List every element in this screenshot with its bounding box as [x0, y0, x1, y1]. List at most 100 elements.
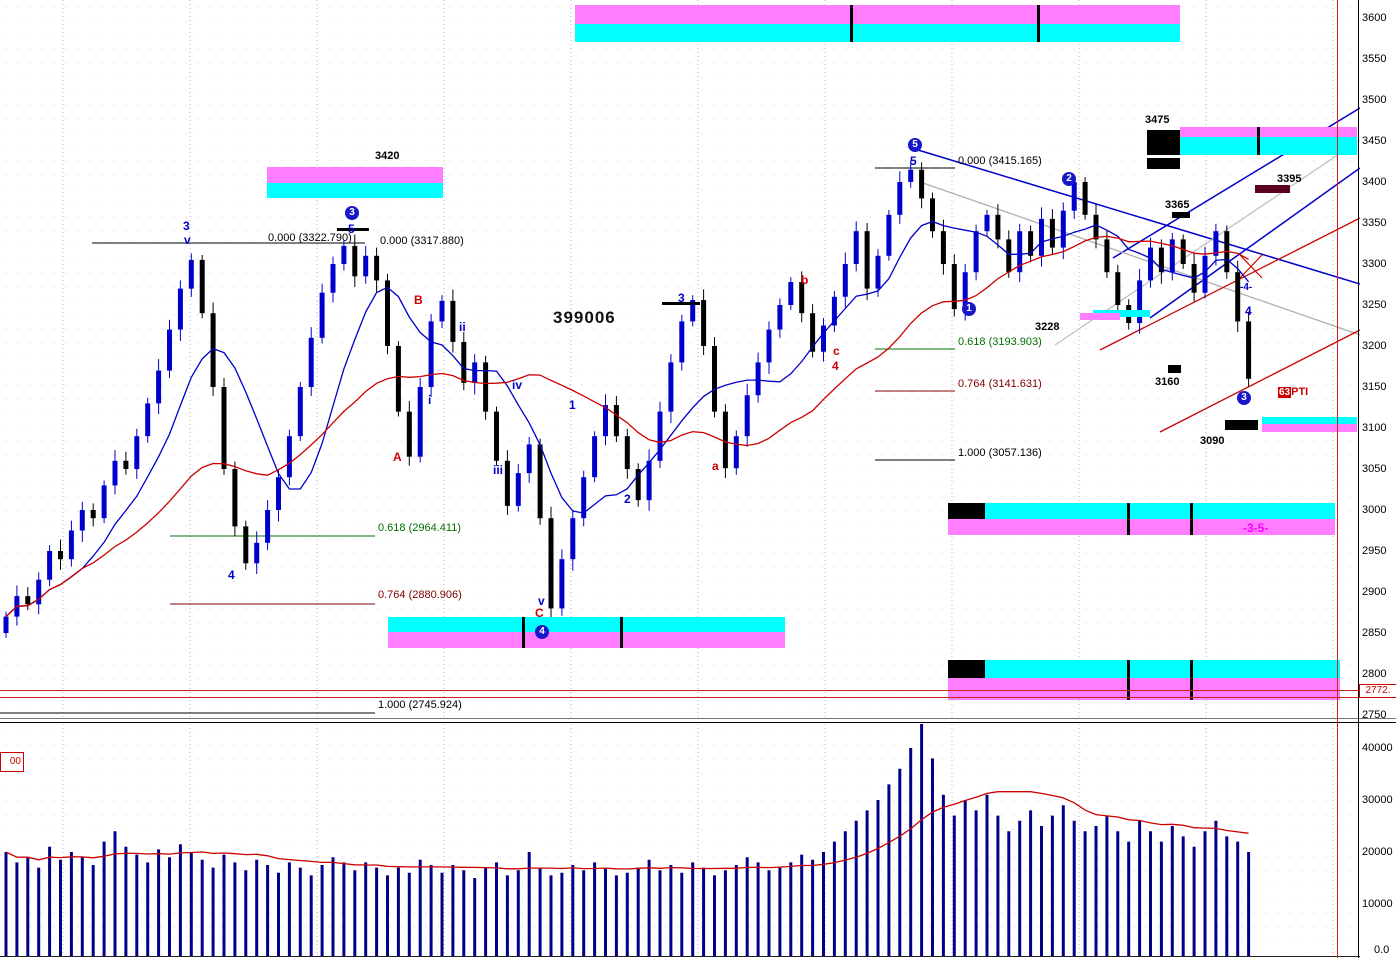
- candle-body: [276, 477, 281, 510]
- fib-level-label: 0.000 (3317.880): [380, 235, 464, 247]
- candle-body: [417, 387, 423, 457]
- candle-body: [450, 300, 456, 342]
- candle-body: [1060, 210, 1066, 248]
- pti-band-layer: [1262, 424, 1357, 432]
- candle-body: [1028, 231, 1034, 256]
- candle-body: [254, 542, 260, 564]
- candle-body: [984, 214, 990, 232]
- candle-body: [515, 473, 521, 506]
- candle-body: [875, 255, 881, 289]
- price-axis-label: 2800: [1362, 668, 1387, 680]
- wave-label: B: [414, 293, 423, 307]
- wave-label: 5: [348, 222, 355, 236]
- candle-body: [570, 518, 576, 560]
- volume-axis-label: 20000: [1362, 846, 1393, 858]
- candle-body: [79, 510, 85, 531]
- pti-band: [1080, 313, 1120, 320]
- ma-slow-line: [5, 235, 1249, 618]
- pti-band: [1093, 310, 1150, 317]
- candle-body: [297, 387, 303, 437]
- candle-body: [1006, 239, 1012, 273]
- volume-axis-label: 40000: [1362, 742, 1393, 754]
- candle-body: [1169, 239, 1175, 273]
- candle-body: [221, 387, 227, 469]
- candle-body: [36, 579, 42, 605]
- volume-canvas: [4, 724, 1334, 956]
- red-price-line: [0, 690, 1358, 691]
- candle-body: [1180, 239, 1186, 264]
- price-flag-label: 3365: [1165, 199, 1190, 211]
- candle-body: [1246, 321, 1252, 379]
- band-tick-mark: [522, 617, 525, 648]
- price-axis-label: 3300: [1362, 258, 1387, 270]
- candle-body: [864, 231, 870, 289]
- candle-body: [940, 231, 946, 264]
- price-mark: [1225, 420, 1258, 430]
- candle-body: [145, 403, 151, 437]
- volume-pane[interactable]: [0, 724, 1360, 957]
- trend-line: [1149, 167, 1360, 319]
- candle-body: [265, 510, 271, 543]
- volume-value-tag: 00: [0, 752, 24, 772]
- band-tick-mark: [1190, 660, 1193, 700]
- pti-band: [575, 5, 1180, 42]
- candle-body: [1049, 218, 1055, 248]
- candle-body: [1115, 272, 1121, 305]
- pti-band-layer: [948, 519, 1335, 535]
- pane-separator-top[interactable]: [0, 718, 1396, 719]
- band-black-box: [948, 660, 985, 678]
- price-mark: [1255, 185, 1290, 193]
- wave-label: iii: [493, 463, 504, 477]
- candle-body: [483, 362, 489, 412]
- price-mark: [337, 228, 369, 231]
- elliott-wave-circle: 2: [1062, 172, 1076, 186]
- wave-label: a: [712, 459, 719, 473]
- price-axis-label: 3100: [1362, 422, 1387, 434]
- band-tick-mark: [1127, 503, 1130, 535]
- candle-body: [1235, 272, 1241, 322]
- wave-label: 4: [1245, 304, 1252, 318]
- candle-body: [1104, 239, 1110, 273]
- candle-body: [461, 341, 467, 383]
- wave-label: 4: [228, 568, 235, 582]
- wave-label: 3: [678, 291, 685, 305]
- candle-body: [886, 214, 892, 256]
- price-flag-label: 3090: [1200, 435, 1225, 447]
- candle-body: [897, 182, 903, 215]
- candle-body: [428, 321, 434, 387]
- candle-body: [439, 300, 445, 322]
- wave-label: ii: [459, 320, 466, 334]
- band-tick-mark: [620, 617, 623, 648]
- candle-body: [243, 526, 249, 564]
- candle-body: [1093, 214, 1099, 240]
- pti-band-layer: [575, 5, 1180, 24]
- pti-band: [267, 167, 443, 198]
- wave-label: v: [538, 594, 545, 608]
- band-tick-mark: [850, 5, 853, 42]
- pti-band: [948, 503, 1335, 535]
- red-price-line: [0, 697, 1358, 698]
- candle-body: [1158, 247, 1164, 273]
- candle-body: [3, 616, 9, 633]
- pti-band: [388, 617, 785, 648]
- wave-label: 5: [910, 154, 917, 168]
- candle-body: [363, 255, 369, 277]
- candle-body: [177, 288, 183, 330]
- price-flag-label: 3395: [1277, 173, 1302, 185]
- wave-label: 3: [183, 219, 190, 233]
- trend-line: [919, 181, 1360, 336]
- price-axis-label: 3400: [1362, 176, 1387, 188]
- pti-text: PTI: [1291, 386, 1309, 398]
- candle-body: [167, 329, 172, 371]
- price-axis-label: 3200: [1362, 340, 1387, 352]
- price-chart-pane[interactable]: 3420 3475 3395 3365 3228 3160 3090 0.000 (3322.…: [0, 0, 1360, 718]
- pti-band-layer: [1262, 417, 1357, 424]
- price-axis-label: 3250: [1362, 299, 1387, 311]
- price-chart-canvas: [0, 0, 1360, 718]
- candle-body: [603, 405, 608, 437]
- pti-indicator-label: 63PTI: [1278, 386, 1308, 398]
- pti-band-layer: [1093, 310, 1150, 317]
- last-price-tag: 2772.: [1359, 684, 1396, 698]
- wave-label: C: [535, 606, 544, 620]
- volume-axis-label: 10000: [1362, 898, 1393, 910]
